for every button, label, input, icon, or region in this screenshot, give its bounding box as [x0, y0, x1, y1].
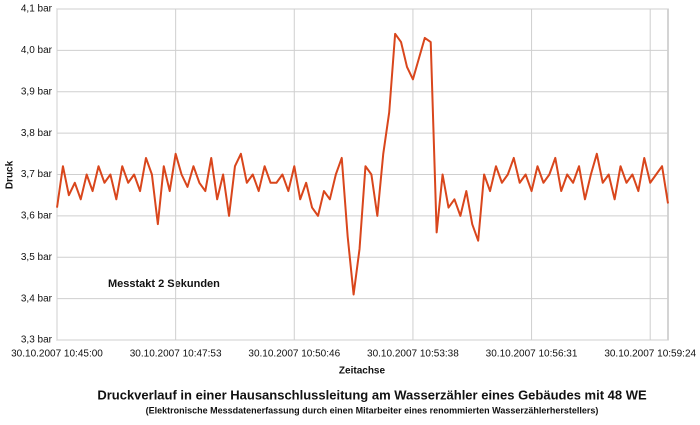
y-tick-label: 3,3 bar [21, 335, 53, 346]
x-tick-label: 30.10.2007 10:53:38 [367, 349, 459, 360]
chart-subtitle: (Elektronische Messdatenerfassung durch … [146, 405, 599, 415]
y-tick-label: 4,1 bar [21, 4, 53, 15]
y-tick-label: 4,0 bar [21, 45, 53, 56]
y-tick-label: 3,6 bar [21, 211, 53, 222]
x-tick-label: 30.10.2007 10:50:46 [248, 349, 340, 360]
x-axis-label: Zeitachse [339, 366, 386, 377]
chart-title: Druckverlauf in einer Hausanschlussleitu… [97, 387, 647, 402]
x-tick-label: 30.10.2007 10:56:31 [486, 349, 578, 360]
y-tick-label: 3,9 bar [21, 86, 53, 97]
y-tick-label: 3,4 bar [21, 293, 53, 304]
y-tick-label: 3,7 bar [21, 169, 53, 180]
data-line [56, 32, 669, 296]
x-tick-label: 30.10.2007 10:45:00 [11, 349, 103, 360]
annotation: Messtakt 2 Sekunden [108, 278, 220, 290]
x-tick-label: 30.10.2007 10:59:24 [604, 349, 696, 360]
y-tick-label: 3,5 bar [21, 252, 53, 263]
y-axis-label: Druck [5, 160, 16, 189]
y-tick-label: 3,8 bar [21, 128, 53, 139]
x-tick-label: 30.10.2007 10:47:53 [130, 349, 222, 360]
